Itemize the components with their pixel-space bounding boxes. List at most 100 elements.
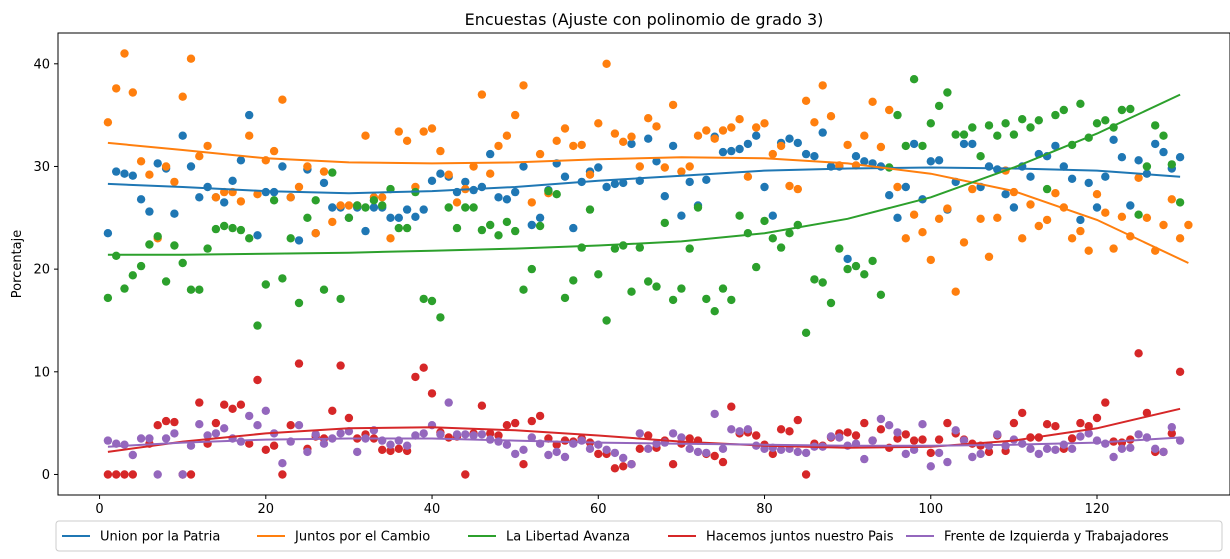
series-0-point	[328, 203, 337, 212]
series-1-point	[801, 96, 811, 106]
series-3-point	[278, 470, 287, 479]
series-0-point	[627, 139, 636, 149]
series-3-point	[245, 439, 254, 448]
series-3-point	[668, 460, 678, 469]
series-2-point	[710, 307, 719, 316]
series-1-point	[328, 217, 337, 227]
series-2-point	[511, 226, 520, 236]
series-2-point	[328, 168, 337, 177]
series-4-point	[710, 409, 719, 419]
series-1-point	[677, 167, 686, 176]
series-2-point	[1159, 131, 1168, 140]
series-1-point	[993, 213, 1002, 222]
series-1-point	[469, 162, 478, 171]
series-0-point	[1109, 135, 1118, 144]
series-4-point	[718, 444, 728, 453]
legend-box	[55, 520, 1223, 552]
series-0-point	[278, 162, 287, 171]
series-1-point	[136, 157, 146, 166]
series-3-point	[153, 421, 162, 430]
series-2-point	[378, 201, 387, 210]
series-1-point	[1018, 234, 1027, 243]
series-2-point	[527, 264, 536, 274]
series-2-point	[535, 221, 545, 231]
series-0-point	[619, 178, 628, 188]
series-3-point	[494, 431, 503, 440]
series-0-point	[519, 162, 528, 171]
series-0-point	[1117, 153, 1127, 162]
series-4-point	[261, 406, 270, 415]
x-axis: 0 20 40 60 80 100 120	[95, 495, 1109, 517]
series-2-point	[195, 285, 204, 294]
series-2-point	[1151, 121, 1160, 130]
series-0-point	[660, 192, 669, 201]
series-1-point	[718, 126, 728, 135]
series-3-point	[486, 429, 495, 438]
series-0-point	[893, 213, 902, 222]
series-4-point	[693, 447, 703, 457]
series-4-point	[577, 436, 586, 445]
series-2-point	[311, 196, 320, 205]
series-3-point	[120, 470, 129, 479]
series-0-point	[901, 182, 910, 192]
series-0-point	[1051, 141, 1060, 151]
series-3-point	[644, 431, 653, 440]
series-1-point	[901, 234, 910, 243]
series-0-point	[644, 134, 653, 143]
series-2-point	[843, 264, 852, 274]
series-4-point	[968, 452, 977, 462]
series-1-point	[885, 105, 894, 115]
series-1-point	[294, 182, 304, 192]
series-1-point	[752, 123, 761, 132]
series-2-point	[161, 277, 171, 286]
series-3-point	[1042, 420, 1052, 429]
series-4-point	[826, 432, 836, 441]
series-1-point	[269, 146, 279, 156]
series-3-point	[161, 416, 171, 426]
series-1-fit-line	[107, 141, 1189, 264]
series-3-point	[793, 415, 802, 425]
series-4-point	[245, 411, 254, 421]
series-1-point	[1175, 234, 1185, 243]
series-1-point	[727, 123, 736, 132]
series-4-point	[336, 429, 345, 438]
series-1-point	[444, 170, 453, 179]
series-2-point	[1051, 110, 1060, 120]
series-3-point	[286, 421, 295, 430]
series-4-point	[1084, 429, 1093, 438]
series-1-point	[652, 122, 661, 131]
series-0-point	[569, 223, 578, 233]
series-1-point	[552, 136, 561, 145]
series-2-point	[286, 234, 295, 243]
series-4-point	[735, 427, 744, 436]
series-1-point	[1051, 189, 1060, 198]
series-4-point	[502, 440, 512, 449]
series-4-point	[835, 433, 844, 442]
series-1-point	[627, 132, 636, 141]
series-1-point	[826, 112, 836, 121]
series-2-point	[909, 75, 919, 84]
series-4-point	[619, 453, 628, 463]
series-1-point	[1117, 212, 1127, 221]
series-0-point	[228, 176, 237, 185]
series-1-point	[278, 95, 287, 104]
series-0-point	[668, 141, 678, 151]
plot-area	[103, 49, 1193, 479]
series-0-point	[419, 205, 428, 214]
legend-entry: La Libertad Avanza	[506, 530, 630, 545]
series-0-point	[860, 157, 869, 166]
series-3-point	[909, 436, 919, 445]
series-4-point	[353, 447, 362, 457]
series-2-point	[1117, 105, 1127, 115]
series-2-point	[1142, 162, 1152, 171]
series-0-point	[793, 138, 802, 148]
series-4-point	[602, 445, 611, 454]
series-2-point	[801, 328, 811, 337]
series-4-point	[959, 436, 969, 445]
series-0-point	[718, 147, 728, 157]
series-3-fit-line	[107, 407, 1181, 453]
series-0-point	[120, 169, 129, 178]
series-3-point	[1067, 434, 1077, 443]
series-1-point	[519, 81, 528, 90]
series-2-point	[1001, 119, 1010, 128]
